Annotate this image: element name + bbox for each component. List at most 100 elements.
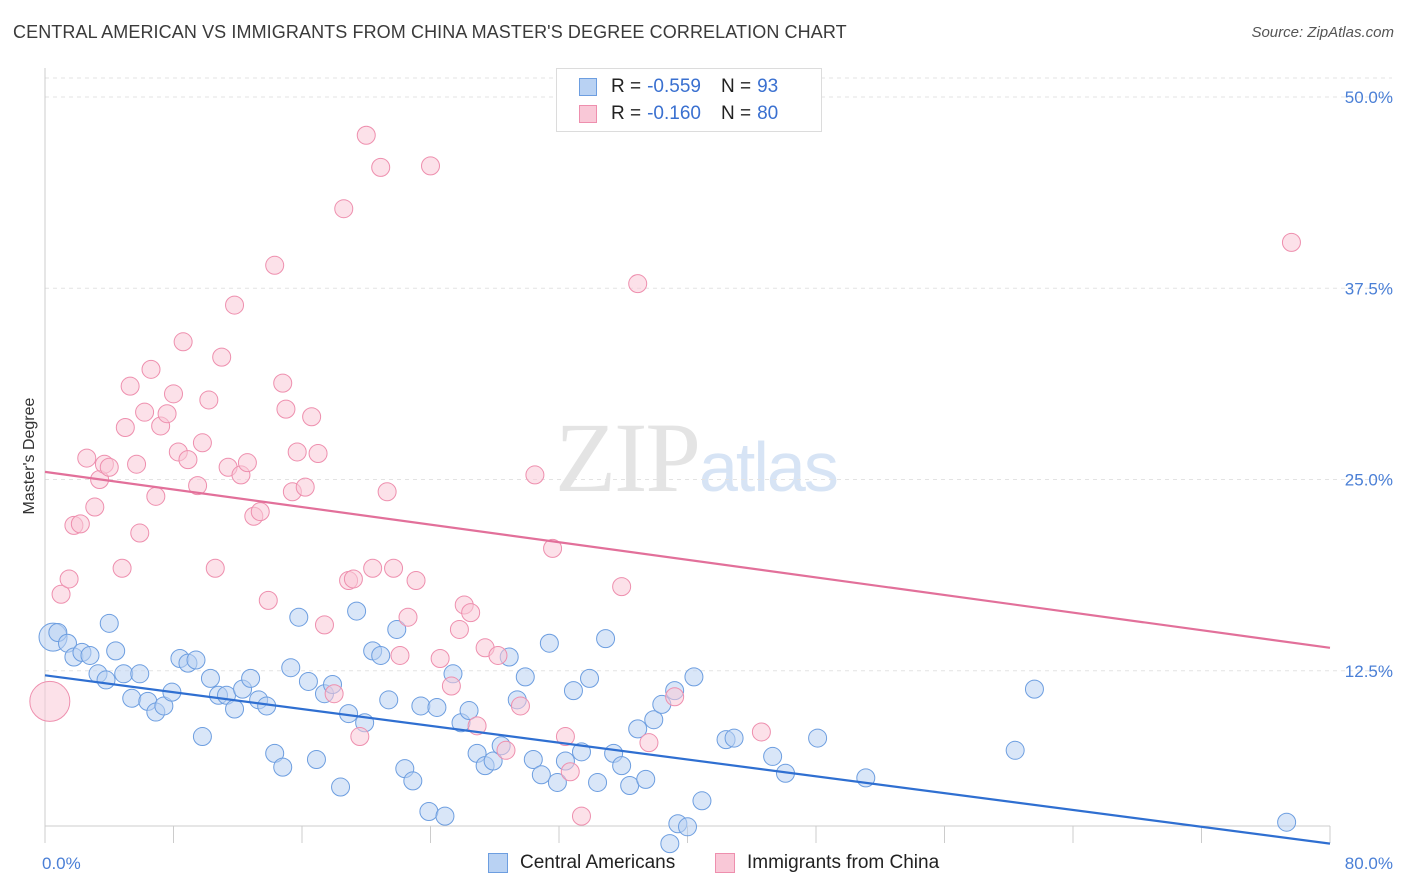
point-china (324, 684, 344, 704)
point-central-american (130, 664, 150, 684)
point-china (377, 482, 397, 502)
point-central-american (371, 645, 391, 665)
legend-item-china: Immigrants from China (715, 852, 939, 874)
point-china (543, 538, 563, 558)
point-china (120, 376, 140, 396)
point-china (371, 157, 391, 177)
point-central-american (539, 633, 559, 653)
point-central-american (427, 697, 447, 717)
point-central-american (684, 667, 704, 687)
point-central-american (612, 756, 632, 776)
x-tick-label: 0.0% (42, 854, 81, 873)
point-central-american (531, 765, 551, 785)
point-central-american (483, 751, 503, 771)
point-central-american (1277, 812, 1297, 832)
point-china (130, 523, 150, 543)
point-china (384, 558, 404, 578)
point-china (363, 558, 383, 578)
point-china (199, 390, 219, 410)
point-china (461, 603, 481, 623)
point-central-american (1024, 679, 1044, 699)
point-central-american (419, 802, 439, 822)
legend-swatch-china (579, 105, 597, 123)
y-axis-label: Master's Degree (21, 397, 38, 514)
point-central-american (289, 607, 309, 627)
point-central-american (186, 650, 206, 670)
point-central-american (306, 749, 326, 769)
chart-title: CENTRAL AMERICAN VS IMMIGRANTS FROM CHIN… (13, 22, 847, 42)
legend-item-central: Central Americans (488, 852, 675, 874)
point-central-american (96, 670, 116, 690)
point-central-american (122, 688, 142, 708)
point-central-american (523, 749, 543, 769)
point-china (250, 502, 270, 522)
point-central-american (225, 699, 245, 719)
point-central-american (692, 791, 712, 811)
point-china (85, 497, 105, 517)
n-value: 93 (757, 76, 779, 97)
point-china (571, 806, 591, 826)
point-china (334, 199, 354, 219)
point-central-american (435, 806, 455, 826)
point-china (390, 645, 410, 665)
point-china (287, 442, 307, 462)
point-central-american (106, 641, 126, 661)
stats-legend-row-central: R = -0.559 N = 93 (579, 74, 778, 100)
point-central-american (273, 757, 293, 777)
point-china (146, 486, 166, 506)
point-china (192, 433, 212, 453)
point-central-american (281, 658, 301, 678)
point-china (430, 649, 450, 669)
r-label: R = (611, 76, 642, 97)
point-china (1281, 232, 1301, 252)
point-china (127, 454, 147, 474)
point-china (295, 477, 315, 497)
point-china (59, 569, 79, 589)
point-central-american (192, 727, 212, 747)
point-china (510, 696, 530, 716)
tick-labels: 12.5% 25.0% 37.5% 50.0% 0.0% 80.0% Master's De… (21, 88, 1393, 873)
point-china (141, 359, 161, 379)
series-legend: Central Americans Immigrants from China (0, 852, 1406, 878)
stats-legend-row-china: R = -0.160 N = 80 (579, 101, 778, 127)
point-central-american (636, 769, 656, 789)
point-china (112, 558, 132, 578)
point-central-american (678, 817, 697, 837)
y-tick-label: 12.5% (1345, 662, 1393, 681)
point-china (665, 687, 685, 707)
grid-lines (45, 77, 1392, 672)
point-china (265, 255, 285, 275)
point-central-american (808, 728, 828, 748)
point-central-american (515, 667, 535, 687)
point-central-american (596, 629, 616, 649)
point-china (421, 156, 440, 176)
y-tick-label: 25.0% (1345, 471, 1393, 490)
point-central-american (387, 619, 407, 639)
point-china (29, 680, 71, 722)
point-china (628, 274, 648, 294)
point-china (441, 676, 461, 696)
point-china (173, 332, 193, 352)
point-central-american (1005, 740, 1025, 760)
point-china (555, 727, 575, 747)
r-value: -0.160 (647, 103, 701, 124)
point-central-american (628, 719, 648, 739)
point-central-american (588, 772, 608, 792)
n-label: N = (720, 103, 752, 124)
watermark: ZIPatlas (555, 400, 839, 515)
point-central-american (571, 742, 591, 762)
y-tick-label: 37.5% (1345, 279, 1393, 298)
point-central-american (200, 668, 220, 688)
point-china (449, 619, 469, 639)
point-china (273, 373, 293, 393)
trend-line-china (44, 470, 1331, 649)
point-central-american (459, 701, 479, 721)
point-china (560, 762, 580, 782)
legend-label-china: Immigrants from China (747, 852, 940, 873)
point-china (164, 384, 183, 404)
point-central-american (411, 696, 431, 716)
point-central-american (331, 777, 351, 797)
point-china (237, 453, 257, 473)
point-china (302, 407, 322, 427)
